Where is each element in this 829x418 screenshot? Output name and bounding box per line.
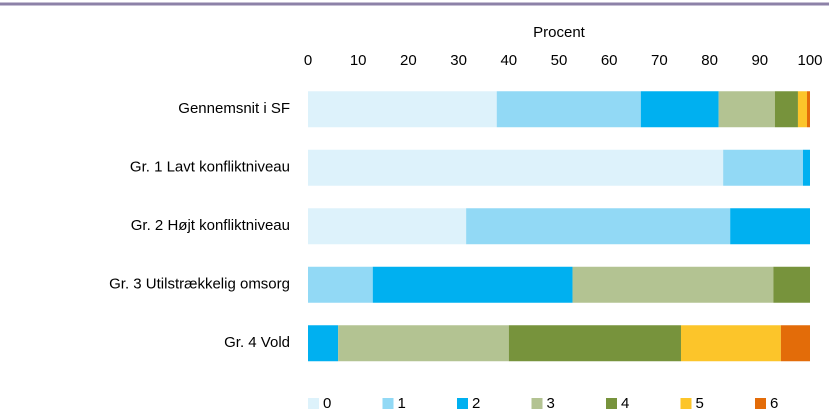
bar-segment (572, 266, 774, 303)
y-tick-label: Gr. 2 Højt konfliktniveau (131, 217, 290, 234)
legend-swatch (680, 398, 692, 409)
legend-label: 5 (696, 395, 704, 412)
bar-segment (308, 208, 467, 245)
legend-swatch (457, 398, 468, 409)
bar-segment (308, 325, 339, 362)
bar-segment (466, 208, 731, 245)
bar-segment (508, 325, 681, 362)
x-tick-label: 20 (400, 52, 417, 69)
legend-label: 0 (323, 395, 331, 412)
legend-label: 3 (547, 395, 555, 412)
bar-segment (338, 325, 509, 362)
bar-segment (718, 91, 775, 128)
bar-segment (774, 91, 798, 128)
x-axis-label: Procent (533, 24, 586, 41)
x-tick-label: 90 (751, 52, 768, 69)
bar-segment (680, 325, 781, 362)
bar-segment (308, 266, 373, 303)
bar-segment (802, 149, 810, 186)
y-tick-label: Gennemsnit i SF (178, 100, 290, 117)
x-tick-label: 40 (500, 52, 517, 69)
y-tick-label: Gr. 3 Utilstrækkelig omsorg (109, 276, 290, 293)
bar-segment (773, 266, 810, 303)
bar-segment (372, 266, 573, 303)
legend-swatch (606, 398, 617, 409)
legend-swatch (531, 398, 543, 409)
legend-label: 1 (398, 395, 406, 412)
x-tick-label: 60 (601, 52, 618, 69)
legend-swatch (755, 398, 766, 409)
bar-segment (730, 208, 810, 245)
legend-label: 4 (621, 395, 629, 412)
bar-segment (640, 91, 719, 128)
x-tick-label: 100 (797, 52, 822, 69)
legend-label: 6 (770, 395, 778, 412)
bar-segment (723, 149, 803, 186)
legend-swatch (308, 398, 319, 409)
x-tick-label: 0 (304, 52, 312, 69)
bar-segment (780, 325, 810, 362)
y-tick-label: Gr. 4 Vold (224, 334, 290, 351)
legend-label: 2 (472, 395, 480, 412)
x-tick-label: 70 (651, 52, 668, 69)
legend-swatch (382, 398, 394, 409)
x-tick-label: 80 (701, 52, 718, 69)
x-tick-label: 50 (551, 52, 568, 69)
x-tick-label: 30 (450, 52, 467, 69)
y-tick-label: Gr. 1 Lavt konfliktniveau (130, 159, 290, 176)
x-tick-label: 10 (350, 52, 367, 69)
bar-segment (797, 91, 807, 128)
bar-segment (496, 91, 641, 128)
bar-segment (308, 149, 724, 186)
bar-segment (806, 91, 810, 128)
bar-segment (308, 91, 497, 128)
